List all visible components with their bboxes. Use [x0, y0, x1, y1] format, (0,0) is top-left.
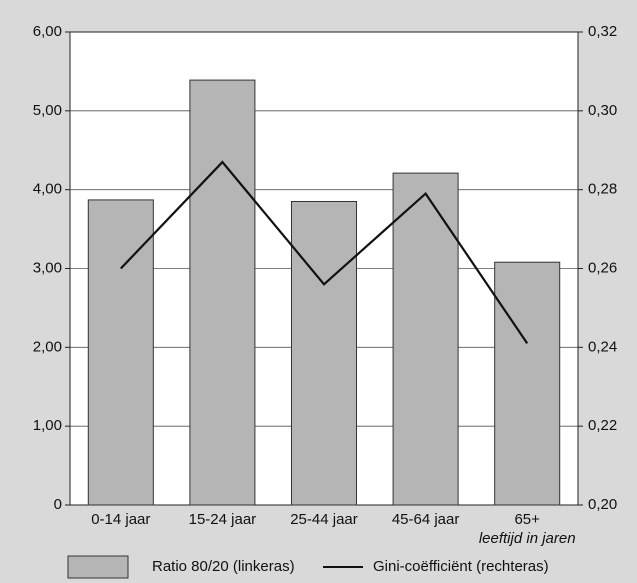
- x-tick-label: 0-14 jaar: [91, 511, 150, 528]
- y-tick-label: 6,00: [33, 23, 62, 40]
- y-tick-label: 2,00: [33, 338, 62, 355]
- y2-tick-label: 0,30: [588, 102, 617, 119]
- bar: [290, 200, 358, 506]
- y-tick-label: 4,00: [33, 181, 62, 198]
- y-tick-label: 1,00: [33, 417, 62, 434]
- y2-tick-label: 0,26: [588, 259, 617, 276]
- y2-tick-label: 0,32: [588, 23, 617, 40]
- y-tick-label: 0: [54, 496, 62, 513]
- bar: [87, 199, 154, 506]
- x-tick-label: 25-44 jaar: [290, 511, 358, 528]
- x-tick-label: 65+: [514, 511, 540, 528]
- x-axis-label: leeftijd in jaren: [479, 530, 576, 547]
- y-tick-label: 5,00: [33, 102, 62, 119]
- legend-swatch: [67, 555, 129, 579]
- x-tick-label: 15-24 jaar: [189, 511, 257, 528]
- y2-tick-label: 0,24: [588, 338, 617, 355]
- bar: [392, 172, 459, 506]
- x-tick-label: 45-64 jaar: [392, 511, 460, 528]
- line: [120, 160, 529, 345]
- bar: [494, 261, 561, 506]
- y2-tick-label: 0,28: [588, 181, 617, 198]
- y2-tick-label: 0,22: [588, 417, 617, 434]
- y-tick-label: 3,00: [33, 259, 62, 276]
- bar: [189, 79, 256, 506]
- legend-label: Gini-coëfficiënt (rechteras): [373, 558, 549, 575]
- y2-tick-label: 0,20: [588, 496, 617, 513]
- legend-label: Ratio 80/20 (linkeras): [152, 558, 295, 575]
